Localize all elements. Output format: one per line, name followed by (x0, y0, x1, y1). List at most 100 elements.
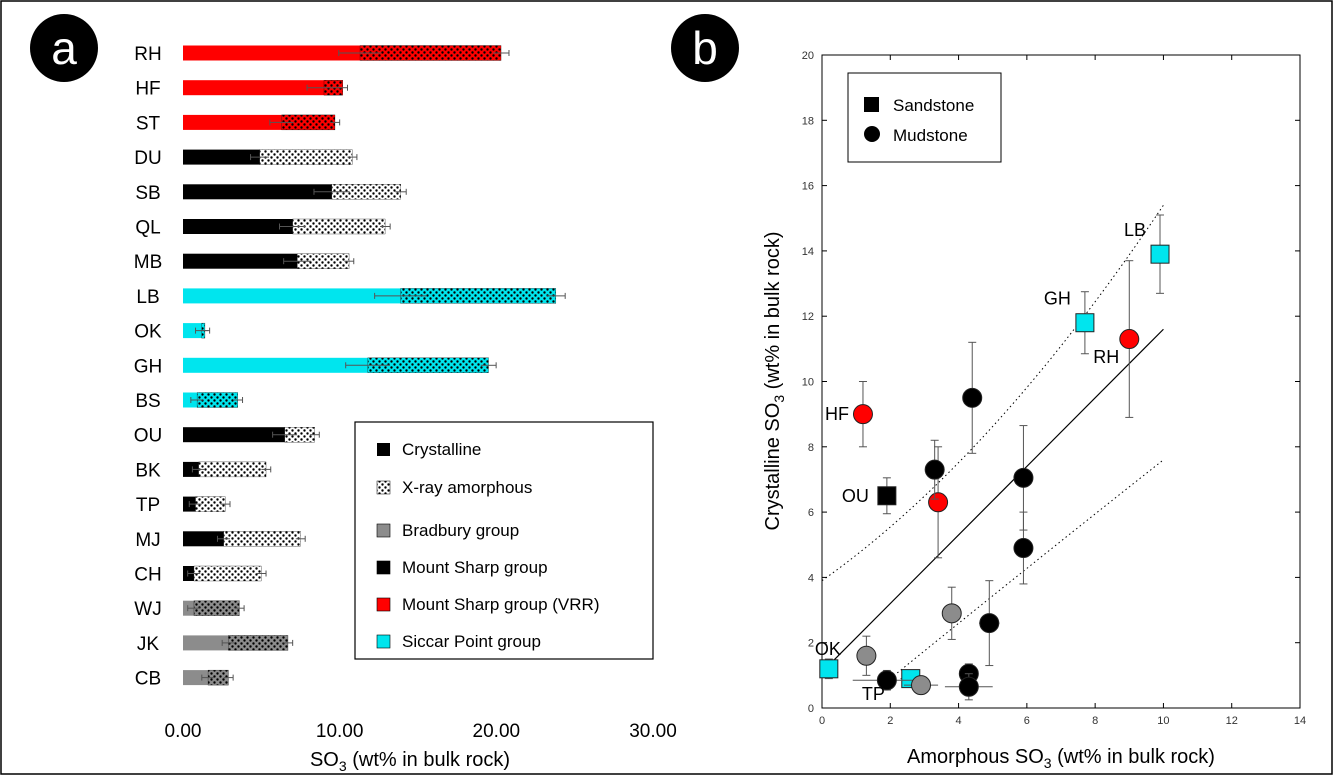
scatter-x-tick-label: 8 (1092, 715, 1098, 727)
bar-amorphous (259, 149, 353, 165)
panel-b-badge: b (671, 14, 739, 82)
legend-group-label: Mount Sharp group (402, 558, 548, 577)
scatter-point-square (1075, 313, 1095, 333)
legend-group-swatch (376, 523, 391, 538)
bar-crystalline (183, 461, 199, 477)
scatter-point-circle (911, 675, 932, 696)
bar-x-tick-label: 10.00 (316, 721, 364, 742)
scatter-point-label: LB (1124, 220, 1146, 240)
scatter-point-square (877, 486, 897, 506)
bar-category-label: DU (134, 148, 161, 169)
bar-category-label: RH (134, 44, 161, 65)
bar-category-label: MJ (135, 530, 160, 551)
scatter-point-circle (856, 645, 877, 666)
scatter-y-tick-label: 14 (802, 246, 814, 258)
bar-chart-x-axis-title: SO3 (wt% in bulk rock) (310, 749, 510, 774)
scatter-legend: Sandstone Mudstone (847, 72, 1002, 163)
bar-category-label: OU (134, 426, 163, 447)
legend-mudstone-marker (864, 126, 880, 142)
legend-group-swatch (376, 560, 391, 575)
scatter-fit-lines (821, 204, 1164, 680)
bar-category-label: CH (134, 565, 161, 586)
bar-chart-category-labels: RH HF ST DU SB QL MB LB OK GH BS OU BK TP MJ CH WJ JK CB (134, 44, 163, 690)
scatter-point-circle (958, 676, 979, 697)
legend-amorphous-label: X-ray amorphous (402, 478, 532, 497)
scatter-point-circle (941, 603, 962, 624)
bar-category-label: JK (137, 634, 160, 655)
scatter-x-axis-title: Amorphous SO3 (wt% in bulk rock) (907, 746, 1215, 771)
scatter-point-circle (1013, 538, 1034, 559)
scatter-chart-panel-b: 0 2 4 6 8 10 12 14 0 2 4 6 8 10 12 14 16 18 20 LB GH RH HF OU O… (762, 50, 1306, 771)
bar-crystalline (183, 635, 229, 651)
bar-category-label: CB (135, 669, 161, 690)
scatter-x-tick-label: 6 (1024, 715, 1030, 727)
scatter-confidence-lower (889, 459, 1164, 680)
legend-mudstone-label: Mudstone (893, 126, 968, 145)
bar-category-label: OK (134, 322, 162, 343)
bar-category-label: SB (135, 183, 160, 204)
scatter-y-tick-label: 8 (808, 442, 814, 454)
bar-crystalline (183, 219, 293, 234)
legend-crystalline-swatch (377, 443, 390, 456)
scatter-fit-line (821, 328, 1164, 673)
bar-chart-bars (183, 45, 566, 686)
scatter-confidence-upper (821, 204, 1164, 582)
bar-amorphous (292, 218, 386, 235)
legend-crystalline-label: Crystalline (402, 440, 481, 459)
bar-crystalline (183, 288, 401, 304)
bar-crystalline (183, 531, 224, 547)
legend-group-swatch (376, 597, 391, 612)
scatter-x-tick-label: 0 (819, 715, 825, 727)
legend-sandstone-label: Sandstone (893, 96, 974, 115)
scatter-y-tick-label: 10 (802, 377, 814, 389)
scatter-plot-area (821, 54, 1301, 709)
bar-crystalline (183, 184, 332, 200)
scatter-point-circle (928, 492, 949, 513)
bar-crystalline (183, 114, 282, 130)
scatter-point-label: HF (825, 404, 849, 424)
scatter-x-tick-label: 2 (887, 715, 893, 727)
scatter-x-tick-label: 4 (956, 715, 962, 727)
bar-category-label: LB (136, 287, 159, 308)
scatter-y-tick-label: 20 (802, 50, 814, 62)
scatter-x-tick-label: 10 (1157, 715, 1169, 727)
bar-category-label: QL (135, 218, 160, 239)
legend-group-label: Siccar Point group (402, 632, 541, 651)
bar-amorphous (223, 531, 301, 547)
bar-category-label: GH (134, 356, 163, 377)
bar-crystalline (183, 427, 285, 443)
bar-chart-panel-a: RH HF ST DU SB QL MB LB OK GH BS OU BK TP MJ CH WJ JK CB 0… (134, 44, 677, 774)
bar-crystalline (183, 323, 202, 339)
bar-category-label: HF (135, 79, 160, 100)
bar-x-tick-label: 30.00 (629, 721, 677, 742)
scatter-y-tick-label: 0 (808, 703, 814, 715)
bar-crystalline (183, 80, 324, 96)
scatter-point-circle (1119, 329, 1140, 350)
legend-group-swatch (376, 634, 391, 649)
scatter-point-circle (1013, 467, 1034, 488)
bar-category-label: ST (136, 113, 161, 134)
scatter-point-label: TP (862, 684, 885, 704)
scatter-point-circle (924, 459, 945, 480)
bar-x-tick-label: 20.00 (473, 721, 521, 742)
bar-crystalline (183, 253, 298, 269)
bar-amorphous (193, 600, 240, 616)
bar-amorphous (228, 635, 289, 651)
panel-a-badge-label: a (51, 22, 77, 74)
scatter-point-label: OU (842, 486, 869, 506)
scatter-point-circle (962, 387, 983, 408)
bar-amorphous (193, 565, 262, 582)
bar-crystalline (183, 357, 368, 373)
scatter-point-circle (852, 404, 873, 425)
legend-group-label: Mount Sharp group (VRR) (402, 595, 599, 614)
scatter-point-label: GH (1044, 289, 1071, 309)
scatter-point-square (819, 659, 839, 679)
scatter-y-tick-label: 12 (802, 311, 814, 323)
bar-category-label: BK (135, 460, 161, 481)
panel-b-badge-label: b (692, 22, 718, 74)
bar-x-tick-label: 0.00 (165, 721, 202, 742)
bar-category-label: WJ (134, 599, 161, 620)
legend-amorphous-swatch (376, 480, 391, 495)
